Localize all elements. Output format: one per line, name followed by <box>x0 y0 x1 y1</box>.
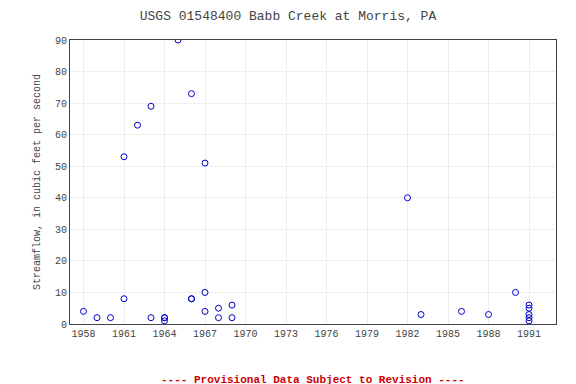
svg-text:90: 90 <box>55 36 67 47</box>
svg-text:0: 0 <box>61 320 67 331</box>
svg-text:1967: 1967 <box>193 329 217 340</box>
svg-text:60: 60 <box>55 130 67 141</box>
svg-text:1988: 1988 <box>476 329 500 340</box>
svg-text:30: 30 <box>55 225 67 236</box>
svg-text:1964: 1964 <box>152 329 176 340</box>
svg-text:1991: 1991 <box>517 329 541 340</box>
svg-text:1976: 1976 <box>314 329 338 340</box>
svg-text:1958: 1958 <box>71 329 95 340</box>
svg-text:10: 10 <box>55 288 67 299</box>
svg-text:70: 70 <box>55 99 67 110</box>
svg-text:---- Provisional Data Subject: ---- Provisional Data Subject to Revisio… <box>161 374 465 384</box>
svg-text:1961: 1961 <box>112 329 136 340</box>
svg-text:Streamflow, in cubic feet per: Streamflow, in cubic feet per second <box>32 74 43 290</box>
svg-text:40: 40 <box>55 193 67 204</box>
svg-text:1973: 1973 <box>274 329 298 340</box>
svg-text:1979: 1979 <box>355 329 379 340</box>
svg-text:20: 20 <box>55 256 67 267</box>
svg-text:1985: 1985 <box>436 329 460 340</box>
svg-text:80: 80 <box>55 67 67 78</box>
svg-text:USGS 01548400 Babb Creek at Mo: USGS 01548400 Babb Creek at Morris, PA <box>140 9 437 24</box>
svg-text:50: 50 <box>55 162 67 173</box>
svg-text:1970: 1970 <box>233 329 257 340</box>
svg-text:1982: 1982 <box>395 329 419 340</box>
